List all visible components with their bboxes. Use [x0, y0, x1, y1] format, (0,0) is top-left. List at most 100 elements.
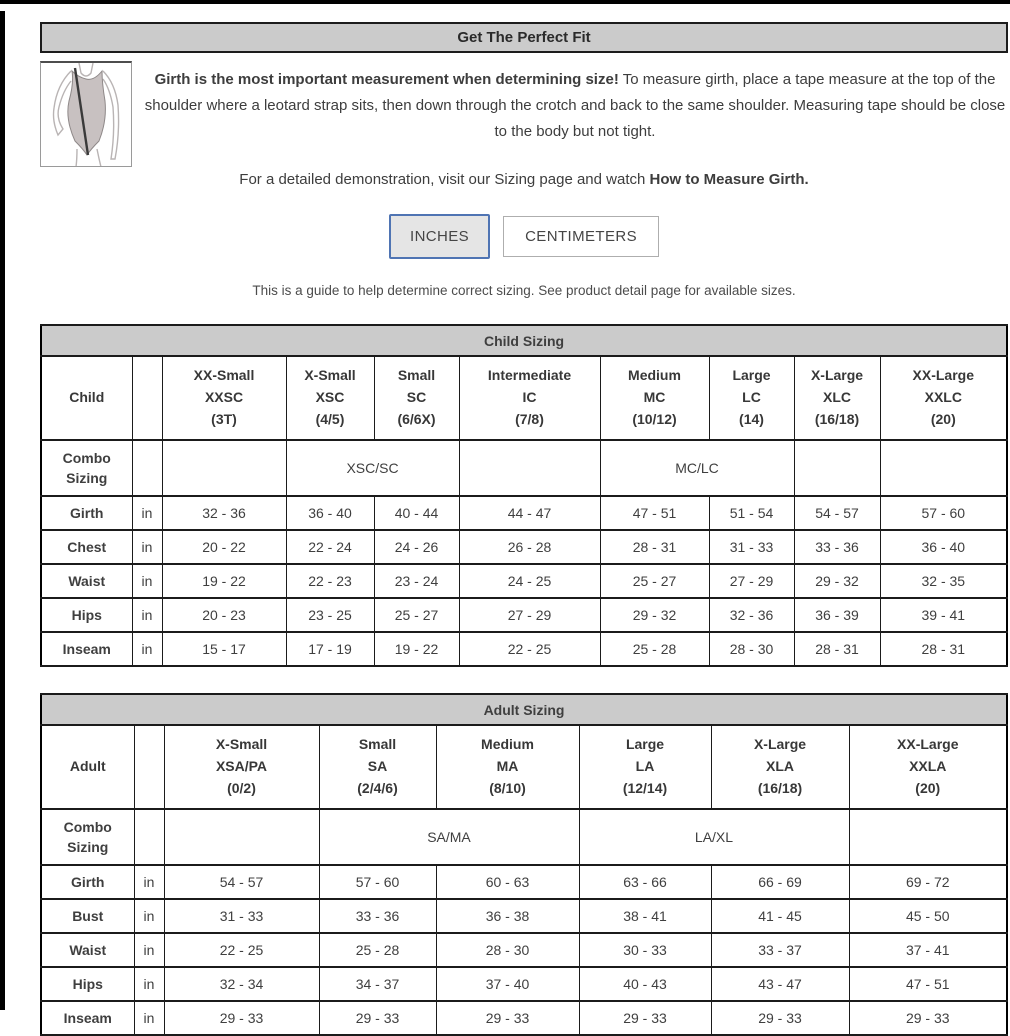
size-sizes: (2/4/6)	[357, 779, 398, 796]
measurement-label: Hips	[40, 966, 135, 1002]
size-sizes: (0/2)	[227, 779, 256, 796]
range-cell: 29 - 32	[793, 563, 881, 599]
size-sizes: (12/14)	[622, 779, 668, 796]
range-cell: 28 - 31	[599, 529, 710, 565]
size-code: XXSC	[204, 389, 244, 406]
range-cell: 22 - 23	[285, 563, 375, 599]
range-cell: 32 - 36	[161, 495, 287, 531]
unit-cell: in	[131, 495, 163, 531]
size-code: XLC	[823, 389, 851, 406]
measurement-label: Hips	[40, 597, 133, 633]
size-header-row: Child XX-Small XXSC (3T) X-Small XSC (4/5) Smal…	[40, 355, 1008, 441]
range-cell: 34 - 37	[318, 966, 437, 1002]
combo-empty-cell	[879, 439, 1008, 497]
combo-sizing-row: Combo Sizing SA/MA LA/XL	[40, 808, 1008, 866]
measurement-row: Girth in 32 - 36 36 - 40 40 - 44 44 - 47 47 - …	[40, 495, 1008, 531]
range-cell: 29 - 33	[578, 1000, 712, 1036]
measurement-row: Hips in 32 - 34 34 - 37 37 - 40 40 - 43 43 - 4…	[40, 966, 1008, 1002]
range-cell: 33 - 36	[793, 529, 881, 565]
range-cell: 19 - 22	[373, 631, 460, 667]
measurement-label: Waist	[40, 932, 135, 968]
range-cell: 32 - 36	[708, 597, 795, 633]
size-name: Small	[358, 736, 397, 753]
size-sizes: (16/18)	[814, 410, 860, 427]
size-sizes: (7/8)	[515, 410, 544, 427]
intro-bold-text: Girth is the most important measurement …	[154, 71, 619, 88]
demo-bold-text: How to Measure Girth.	[649, 171, 809, 188]
size-column-header: Small SA (2/4/6)	[318, 724, 437, 810]
range-cell: 47 - 51	[848, 966, 1008, 1002]
range-cell: 28 - 31	[879, 631, 1008, 667]
range-cell: 19 - 22	[161, 563, 287, 599]
measurement-row: Chest in 20 - 22 22 - 24 24 - 26 26 - 28 28 - …	[40, 529, 1008, 565]
combo-sizing-label: Combo Sizing	[40, 808, 135, 866]
measurement-row: Bust in 31 - 33 33 - 36 36 - 38 38 - 41 41 - 4…	[40, 898, 1008, 934]
unit-column-header	[133, 724, 165, 810]
unit-cell: in	[133, 1000, 165, 1036]
demo-prefix-text: For a detailed demonstration, visit our …	[239, 171, 650, 188]
size-column-header: Medium MA (8/10)	[435, 724, 580, 810]
range-cell: 36 - 40	[285, 495, 375, 531]
size-name: XX-Large	[897, 736, 959, 753]
range-cell: 29 - 33	[163, 1000, 320, 1036]
range-cell: 33 - 37	[710, 932, 850, 968]
range-cell: 27 - 29	[458, 597, 601, 633]
range-cell: 28 - 31	[793, 631, 881, 667]
table-title-row: Adult Sizing	[40, 693, 1008, 726]
range-cell: 33 - 36	[318, 898, 437, 934]
combo-group-cell: MC/LC	[599, 439, 795, 497]
size-column-header: Intermediate IC (7/8)	[458, 355, 601, 441]
range-cell: 22 - 24	[285, 529, 375, 565]
range-cell: 51 - 54	[708, 495, 795, 531]
combo-empty-cell	[848, 808, 1008, 866]
size-name: XX-Small	[193, 367, 255, 384]
range-cell: 25 - 28	[318, 932, 437, 968]
child-sizing-table: Child Sizing Child XX-Small XXSC (3T) X-Small…	[40, 324, 1009, 667]
combo-unit-cell	[131, 439, 163, 497]
size-name: Intermediate	[487, 367, 572, 384]
combo-sizing-row: Combo Sizing XSC/SC MC/LC	[40, 439, 1008, 497]
range-cell: 54 - 57	[793, 495, 881, 531]
unit-cell: in	[133, 932, 165, 968]
combo-unit-cell	[133, 808, 165, 866]
range-cell: 60 - 63	[435, 864, 580, 900]
size-code: XSC	[315, 389, 345, 406]
table-title: Child Sizing	[40, 324, 1008, 357]
measurement-row: Waist in 22 - 25 25 - 28 28 - 30 30 - 33 33 - …	[40, 932, 1008, 968]
range-cell: 25 - 27	[599, 563, 710, 599]
range-cell: 39 - 41	[879, 597, 1008, 633]
frame-left-border	[0, 11, 5, 1010]
range-cell: 45 - 50	[848, 898, 1008, 934]
size-sizes: (8/10)	[489, 779, 526, 796]
range-cell: 47 - 51	[599, 495, 710, 531]
measurement-label: Bust	[40, 898, 135, 934]
range-cell: 36 - 40	[879, 529, 1008, 565]
range-cell: 54 - 57	[163, 864, 320, 900]
range-cell: 29 - 33	[318, 1000, 437, 1036]
range-cell: 28 - 30	[708, 631, 795, 667]
size-column-header: XX-Large XXLA (20)	[848, 724, 1008, 810]
measurement-row: Girth in 54 - 57 57 - 60 60 - 63 63 - 66 66 - …	[40, 864, 1008, 900]
leotard-girth-illustration-icon	[40, 61, 132, 167]
size-column-header: X-Small XSC (4/5)	[285, 355, 375, 441]
size-column-header: Large LA (12/14)	[578, 724, 712, 810]
range-cell: 57 - 60	[318, 864, 437, 900]
combo-empty-cell	[161, 439, 287, 497]
range-cell: 29 - 32	[599, 597, 710, 633]
size-name: Medium	[628, 367, 681, 384]
range-cell: 28 - 30	[435, 932, 580, 968]
size-column-header: XX-Large XXLC (20)	[879, 355, 1008, 441]
size-name: Large	[625, 736, 665, 753]
inches-button[interactable]: INCHES	[389, 214, 491, 259]
size-code: IC	[522, 389, 537, 406]
range-cell: 31 - 33	[163, 898, 320, 934]
size-column-header: X-Small XSA/PA (0/2)	[163, 724, 320, 810]
centimeters-button[interactable]: CENTIMETERS	[503, 216, 659, 257]
size-sizes: (20)	[930, 410, 956, 427]
size-name: Large	[732, 367, 771, 384]
intro-rest-text: To measure girth, place a tape measure a…	[144, 71, 1006, 140]
intro-section: Girth is the most important measurement …	[40, 61, 1008, 167]
row-group-label: Child	[40, 355, 133, 441]
range-cell: 29 - 33	[710, 1000, 850, 1036]
size-sizes: (3T)	[211, 410, 237, 427]
